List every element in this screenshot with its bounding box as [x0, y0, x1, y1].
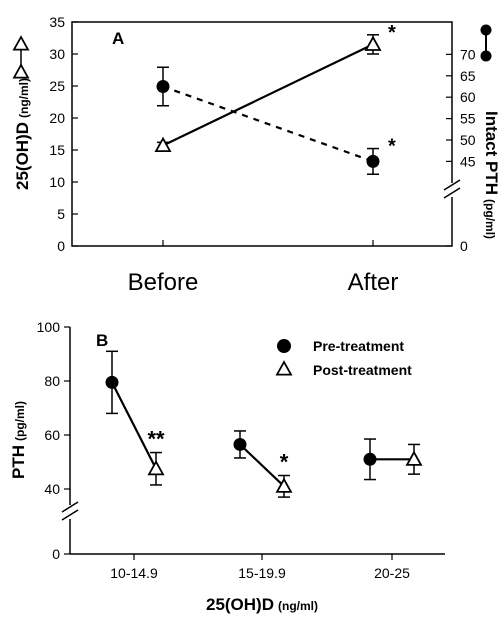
legend-circle-top	[480, 24, 492, 36]
data-point-pre	[233, 437, 247, 451]
right-axis-break-slash-bottom	[443, 187, 461, 199]
x-axis-title: 25(OH)D (ng/ml)	[206, 595, 318, 614]
legend-pre-label: Pre-treatment	[313, 338, 404, 354]
x-axis-unit: (ng/ml)	[278, 599, 318, 613]
data-point-right	[156, 80, 170, 93]
right-axis-break	[442, 179, 462, 199]
panel-a-label: A	[112, 29, 124, 48]
y-axis-break-slash-top	[61, 501, 79, 513]
data-point-right	[366, 154, 380, 168]
series-line-right	[162, 85, 374, 163]
right-axis-unit: (pg/ml)	[483, 199, 497, 239]
y-axis-title: PTH (pg/ml)	[9, 401, 28, 479]
data-point-post	[405, 450, 423, 466]
series-line-left	[162, 43, 374, 147]
panel-a: A 0 5 10 15 20 25 30 35 0 45 50 55 60 65 70 Before After 2…	[12, 14, 500, 296]
x-tick-label: After	[348, 269, 399, 296]
left-tick-label: 0	[57, 238, 65, 254]
data-point-post	[275, 477, 293, 493]
left-axis-title: 25(OH)D (ng/ml)	[13, 78, 32, 190]
legend-pre-marker	[277, 339, 291, 353]
connector-line	[111, 381, 157, 470]
legend-triangle-top	[12, 35, 30, 51]
data-point-pre	[363, 452, 377, 466]
left-tick-label: 20	[49, 110, 65, 126]
right-tick-label: 45	[460, 153, 476, 169]
panel-b: B 0 40 60 80 100 10-14.9 15-19.9 20-25 25(OH)D (ng…	[9, 319, 445, 614]
y-tick-label: 40	[44, 481, 60, 497]
left-axis-unit: (ng/ml)	[17, 78, 31, 118]
legend-post-label: Post-treatment	[313, 362, 412, 378]
right-tick-label: 60	[460, 89, 476, 105]
data-point-pre	[105, 375, 119, 389]
right-tick-label: 65	[460, 68, 476, 84]
data-point-post	[147, 459, 165, 476]
y-axis-unit: (pg/ml)	[13, 401, 27, 441]
legend-circle-bottom	[480, 50, 492, 62]
connector-line	[239, 443, 285, 488]
legend-triangle-bottom	[12, 63, 30, 79]
right-tick-label: 55	[460, 111, 476, 127]
x-tick-label: 15-19.9	[238, 565, 286, 581]
significance-mark: *	[388, 22, 396, 44]
x-tick-label: 10-14.9	[110, 565, 158, 581]
y-axis-break-gap	[60, 505, 80, 519]
y-tick-label: 100	[37, 319, 61, 335]
y-tick-label: 80	[44, 373, 60, 389]
right-tick-label: 0	[460, 238, 468, 254]
x-tick-label: 20-25	[374, 565, 410, 581]
significance-mark: *	[388, 136, 396, 158]
y-axis-break-slash-bottom	[61, 509, 79, 521]
right-tick-label: 50	[460, 132, 476, 148]
left-axis-title-text: 25(OH)D	[13, 122, 32, 190]
data-point-left	[364, 35, 382, 51]
data-point-left	[154, 136, 172, 153]
right-tick-label: 70	[460, 46, 476, 62]
panel-a-frame	[71, 21, 453, 247]
legend-post-marker	[275, 360, 293, 376]
significance-mark: **	[147, 427, 165, 452]
right-axis-legend-circle	[480, 24, 492, 62]
left-axis-legend-triangle	[12, 35, 30, 79]
left-tick-label: 30	[49, 46, 65, 62]
legend: Pre-treatment Post-treatment	[275, 338, 412, 378]
left-tick-label: 15	[49, 142, 65, 158]
right-axis-break-slash-top	[443, 179, 461, 191]
y-tick-label: 60	[44, 427, 60, 443]
significance-mark: *	[280, 450, 289, 475]
x-tick-label: Before	[128, 269, 199, 296]
right-axis-break-gap	[442, 183, 462, 197]
right-axis-title-text: Intact PTH	[482, 111, 500, 195]
left-tick-label: 10	[49, 174, 65, 190]
y-tick-label: 0	[52, 546, 60, 562]
left-tick-label: 5	[57, 206, 65, 222]
left-tick-label: 25	[49, 78, 65, 94]
y-axis-title-text: PTH	[9, 445, 28, 479]
right-axis-title: Intact PTH (pg/ml)	[482, 111, 500, 239]
y-axis-break	[60, 501, 80, 521]
panel-b-label: B	[96, 331, 108, 350]
left-tick-label: 35	[49, 14, 65, 30]
x-axis-title-text: 25(OH)D	[206, 595, 274, 614]
